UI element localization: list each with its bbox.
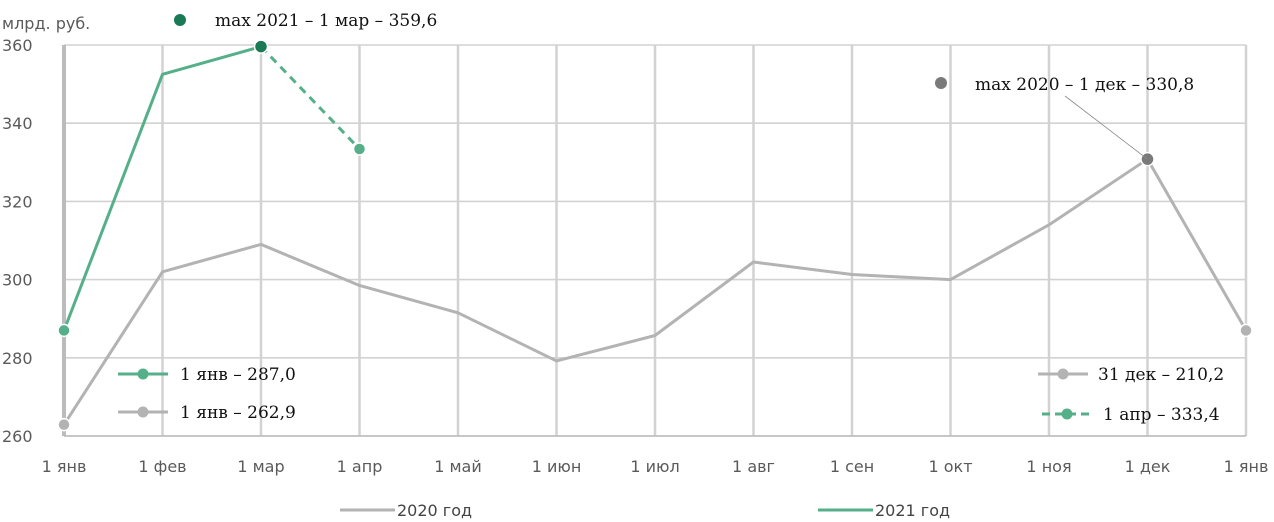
annotation-2020-start-text: 1 янв – 262,9 bbox=[180, 403, 296, 423]
unit-label: млрд. руб. bbox=[2, 14, 90, 33]
annotation-leader-line bbox=[1064, 95, 1148, 160]
series-line-2020 bbox=[62, 157, 1248, 426]
point-2021-max bbox=[253, 39, 269, 54]
annotation-2021-start-marker bbox=[137, 368, 149, 380]
y-tick-label: 280 bbox=[2, 349, 33, 368]
x-tick-label: 1 окт bbox=[928, 457, 972, 476]
y-tick-label: 340 bbox=[2, 114, 33, 133]
annotation-2021-forecast-marker bbox=[1061, 408, 1073, 420]
x-tick-label: 1 апр bbox=[337, 457, 383, 476]
x-tick-label: 1 июл bbox=[630, 457, 679, 476]
annotation-2020-end-text: 31 дек – 210,2 bbox=[1098, 365, 1224, 385]
legend: 2020 год 2021 год bbox=[340, 501, 950, 520]
x-tick-label: 1 дек bbox=[1125, 457, 1171, 476]
y-tick-label: 260 bbox=[2, 427, 33, 446]
point-2021-forecast bbox=[352, 142, 367, 156]
series-lines bbox=[62, 45, 1248, 426]
annotations: max 2021 – 1 мар – 359,6 max 2020 – 1 дек… bbox=[118, 11, 1224, 425]
y-tick-label: 320 bbox=[2, 192, 33, 211]
point-2020-end bbox=[1239, 323, 1253, 338]
annotation-max-2021: max 2021 – 1 мар – 359,6 bbox=[215, 11, 437, 31]
series-line-2021 bbox=[62, 45, 262, 331]
annotation-2020-start-marker bbox=[137, 406, 149, 418]
legend-label-2020: 2020 год bbox=[397, 501, 472, 520]
x-tick-label: 1 янв bbox=[42, 457, 87, 476]
annotation-2020-end-marker bbox=[1057, 368, 1069, 380]
x-tick-label: 1 мар bbox=[237, 457, 284, 476]
legend-label-2021: 2021 год bbox=[875, 501, 950, 520]
x-tick-label: 1 авг bbox=[732, 457, 775, 476]
annotation-2021-start-text: 1 янв – 287,0 bbox=[180, 365, 296, 385]
series-line-2021-forecast bbox=[259, 45, 361, 151]
x-tick-label: 1 ноя bbox=[1026, 457, 1071, 476]
x-tick-label: 1 июн bbox=[532, 457, 582, 476]
annotation-marker bbox=[935, 77, 947, 89]
point-2020-start bbox=[57, 417, 71, 432]
y-tick-label: 300 bbox=[2, 271, 33, 290]
x-tick-label: 1 май bbox=[434, 457, 482, 476]
annotation-marker bbox=[174, 14, 186, 26]
annotation-max-2020: max 2020 – 1 дек – 330,8 bbox=[975, 75, 1194, 95]
x-tick-label: 1 сен bbox=[830, 457, 874, 476]
annotation-2021-forecast-text: 1 апр – 333,4 bbox=[1103, 405, 1220, 425]
y-tick-label: 360 bbox=[2, 36, 33, 55]
point-2021-start bbox=[57, 323, 71, 338]
x-tick-label: 1 фев bbox=[138, 457, 186, 476]
x-tick-label: 1 янв bbox=[1224, 457, 1269, 476]
axes: 260 280 300 320 340 360 1 янв 1 фев 1 мар 1 апр 1 … bbox=[2, 14, 1268, 476]
